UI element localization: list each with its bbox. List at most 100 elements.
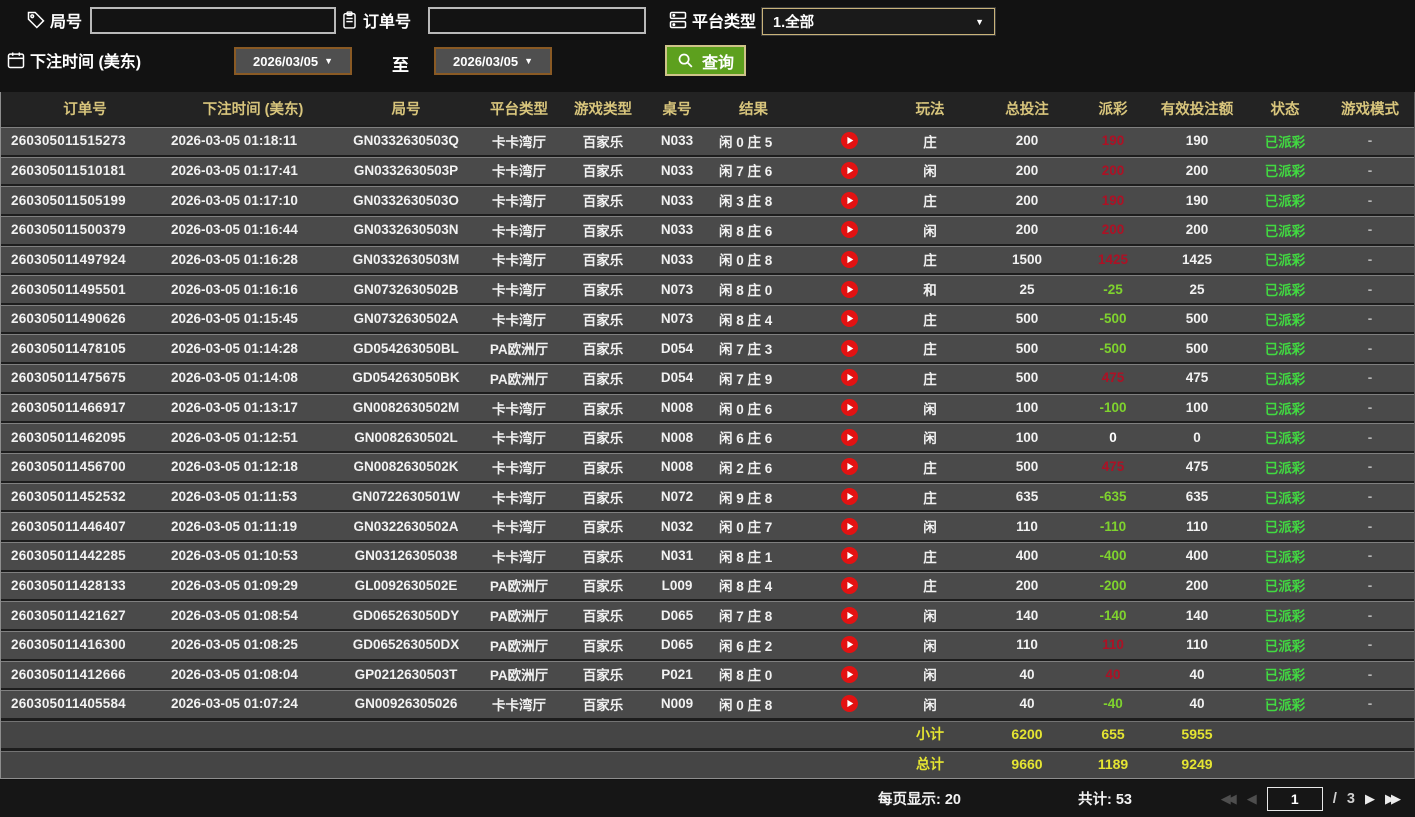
grand-total-label: 总计 [916,756,944,773]
table-no-cell: D054 [660,340,694,356]
col-header-status: 状态 [1270,102,1300,118]
bet-time-cell: 2026-03-05 01:16:44 [171,222,298,238]
play-icon[interactable] [840,369,858,387]
table-no-cell: N033 [660,133,694,149]
game-mode-cell: - [1367,251,1373,267]
order-id-cell: 260305011456700 [11,459,126,475]
order-id-input[interactable] [428,7,646,34]
game-mode-cell: - [1367,666,1373,682]
result-cell: 闲 7 庄 8 [711,605,883,625]
valid-bet-cell: 40 [1189,666,1205,682]
platform-cell: 卡卡湾厅 [492,312,546,328]
pagination-bar: 每页显示: 20 共计: 53 ◀◀ ◀ 1 / 3 ▶ ▶▶ [0,780,1415,817]
play-icon[interactable] [840,161,858,179]
table-row: 260305011505199 2026-03-05 01:17:10 GN03… [1,184,1414,214]
round-id-input[interactable] [90,7,336,34]
platform-cell: 卡卡湾厅 [492,283,546,299]
payout-cell: 200 [1101,162,1125,178]
play-icon[interactable] [840,636,858,654]
play-icon[interactable] [840,221,858,239]
total-pages-text: 3 [1346,790,1355,807]
result-text: 闲 8 庄 0 [719,283,773,299]
play-icon[interactable] [840,280,858,298]
game-mode-cell: - [1367,518,1373,534]
table-row: 260305011452532 2026-03-05 01:11:53 GN07… [1,480,1414,511]
play-type-cell: 庄 [923,312,937,328]
status-badge: 已派彩 [1264,134,1306,150]
play-icon[interactable] [840,695,858,713]
current-page-input[interactable]: 1 [1266,786,1323,811]
valid-bet-cell: 500 [1185,340,1209,356]
play-icon[interactable] [840,517,858,535]
play-icon[interactable] [840,339,858,357]
search-button[interactable]: 查询 [665,45,747,76]
payout-cell: -40 [1103,696,1123,712]
play-icon[interactable] [840,488,858,505]
status-badge: 已派彩 [1264,460,1306,476]
prev-page-button[interactable]: ◀ [1246,791,1257,806]
order-id-cell: 260305011510181 [11,162,126,178]
table-no-cell: N008 [660,429,694,445]
play-icon[interactable] [840,132,858,150]
result-cell: 闲 2 庄 6 [711,457,883,477]
last-page-button[interactable]: ▶▶ [1385,791,1401,806]
game-mode-cell: - [1367,133,1373,149]
order-id-cell: 260305011442285 [11,548,126,564]
table-no-cell: N073 [660,311,694,327]
subtotal-label: 小计 [916,726,944,743]
play-icon[interactable] [840,547,858,565]
round-id-cell: GD065263050DX [352,637,460,653]
result-cell: 闲 0 庄 8 [711,249,883,269]
play-icon[interactable] [840,458,858,476]
round-id-cell: GN0332630503O [353,192,459,208]
calendar-icon [6,50,26,70]
bet-time-cell: 2026-03-05 01:14:08 [171,370,298,386]
platform-cell: 卡卡湾厅 [492,134,546,150]
game-type-cell: 百家乐 [582,638,624,654]
valid-bet-cell: 400 [1185,548,1209,564]
table-row: 260305011475675 2026-03-05 01:14:08 GD05… [1,362,1414,392]
play-icon[interactable] [840,250,858,268]
table-no-cell: N073 [660,281,694,297]
valid-bet-cell: 140 [1185,607,1209,623]
result-text: 闲 0 庄 7 [719,520,773,536]
next-page-button[interactable]: ▶ [1365,791,1375,806]
date-to-picker[interactable]: 2026/03/05 ▼ [434,47,552,75]
play-icon[interactable] [840,606,858,624]
order-id-cell: 260305011495501 [11,281,126,297]
play-icon[interactable] [840,310,858,328]
platform-type-select[interactable]: 1.全部 ▼ [761,7,996,36]
table-row: 260305011416300 2026-03-05 01:08:25 GD06… [1,628,1414,659]
round-id-cell: GN0332630503Q [353,133,459,149]
platform-cell: 卡卡湾厅 [492,697,546,713]
game-type-cell: 百家乐 [582,460,624,476]
result-text: 闲 0 庄 8 [719,253,773,269]
order-id-cell: 260305011462095 [11,429,126,445]
game-type-cell: 百家乐 [582,490,624,506]
col-header-payout: 派彩 [1098,102,1128,118]
table-no-cell: N008 [660,400,694,416]
total-bet-cell: 110 [1016,518,1038,534]
platform-cell: PA欧洲厅 [489,579,549,595]
game-mode-cell: - [1367,162,1373,178]
result-text: 闲 9 庄 8 [719,490,773,506]
grand-total-payout: 1189 [1097,756,1129,773]
play-icon[interactable] [840,428,858,446]
table-no-cell: N009 [660,696,694,712]
result-text: 闲 0 庄 8 [719,697,773,713]
date-from-picker[interactable]: 2026/03/05 ▼ [234,47,352,75]
play-icon[interactable] [840,399,858,417]
table-no-cell: L009 [661,577,693,593]
first-page-button[interactable]: ◀◀ [1220,791,1237,806]
bet-time-cell: 2026-03-05 01:08:25 [171,637,298,653]
play-type-cell: 闲 [923,520,937,536]
play-type-cell: 庄 [923,194,937,210]
play-icon[interactable] [840,191,858,209]
status-badge: 已派彩 [1264,283,1306,299]
round-id-cell: GN0732630502B [353,281,459,297]
play-icon[interactable] [840,665,858,683]
result-cell: 闲 0 庄 6 [711,398,883,418]
status-badge: 已派彩 [1264,312,1306,328]
play-icon[interactable] [840,576,858,594]
payout-cell: -400 [1099,548,1127,564]
